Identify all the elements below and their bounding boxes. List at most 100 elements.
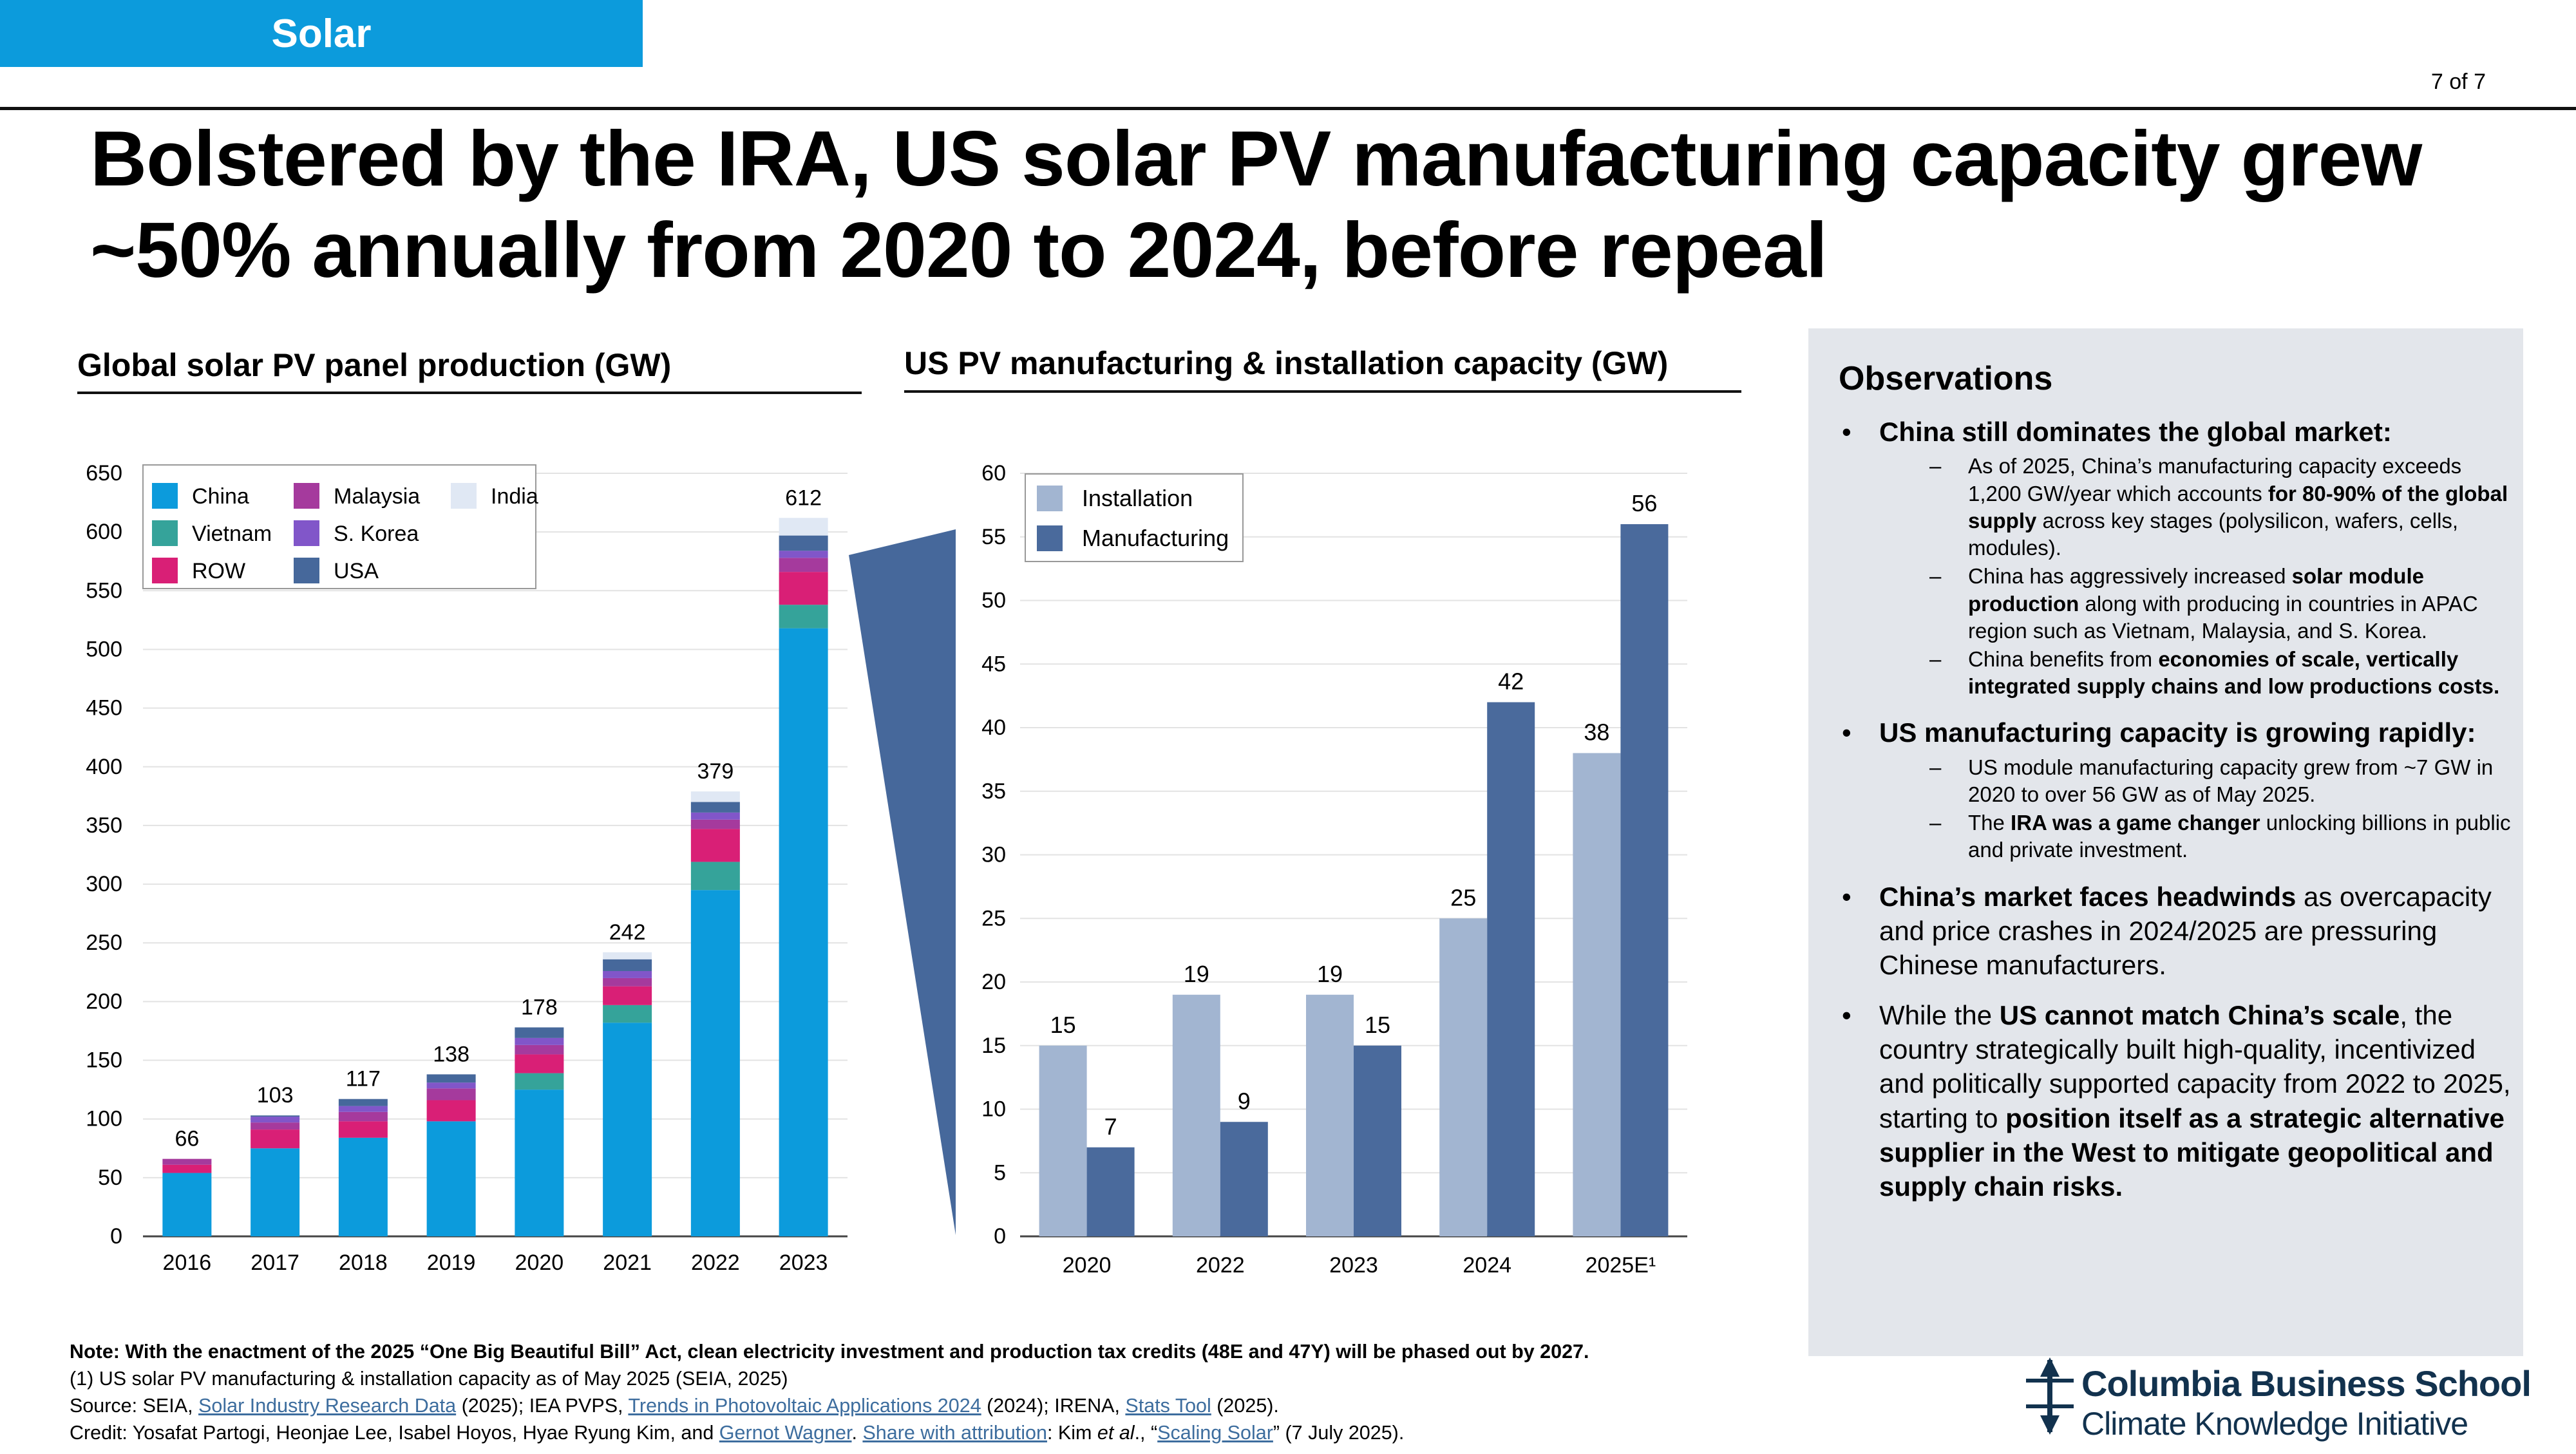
total-label: 103 [257,1083,294,1108]
y-tick-label: 150 [86,1048,122,1073]
logo-initiative-name: Climate Knowledge Initiative [2081,1406,2468,1442]
credit-line: Credit: Yosafat Partogi, Heonjae Lee, Is… [70,1422,1405,1444]
bar-segment-china [779,628,828,1236]
y-tick-label: 500 [86,637,122,661]
x-tick-label: 2025E¹ [1586,1253,1656,1278]
bar-manufacturing [1354,1045,1401,1236]
global-production-chart: 66 103 117 138 178 242 379 612 0 50 100 150 200 250 3… [86,461,848,1275]
bar-segment-usa [515,1027,564,1038]
y-tick-label: 10 [981,1097,1006,1122]
bar-segment-malaysia [426,1088,476,1100]
bar-manufacturing [1487,702,1535,1236]
top-divider [0,107,2576,110]
chart1-title-rule [77,392,862,394]
x-tick-label: 2019 [427,1251,476,1275]
bar-segment-malaysia [162,1158,212,1165]
bar-installation [1172,994,1220,1236]
value-label: 15 [1365,1012,1390,1038]
iea-link[interactable]: Trends in Photovoltaic Applications 2024 [628,1395,981,1417]
value-label: 19 [1184,961,1209,987]
bar-segment-china [251,1148,300,1236]
page-title: Bolstered by the IRA, US solar PV manufa… [90,113,2473,296]
y-tick-label: 600 [86,520,122,544]
columbia-logo: Columbia Business School Climate Knowled… [2017,1356,2532,1446]
observations-title: Observations [1839,360,2053,397]
bar-manufacturing [1086,1147,1135,1236]
legend-label: Manufacturing [1082,525,1229,551]
y-tick-label: 50 [98,1166,122,1190]
policy-note: Note: With the enactment of the 2025 “On… [70,1341,1589,1363]
legend-swatch [294,483,319,509]
bar-segment-row [162,1164,212,1173]
y-tick-label: 60 [981,461,1006,486]
legend-swatch [152,483,178,509]
bar-segment-india [690,791,740,802]
x-tick-label: 2023 [779,1251,828,1275]
page-title-line1: Bolstered by the IRA, US solar PV manufa… [90,115,2422,202]
sub-point: China benefits from economies of scale, … [1879,646,2512,700]
bar-segment-usa [426,1074,476,1083]
y-tick-label: 400 [86,755,122,779]
attribution-link[interactable]: Share with attribution [862,1422,1047,1444]
observation-us-strategy: While the US cannot match China’s scale,… [1829,998,2512,1204]
bar-segment-vietnam [603,1005,652,1023]
legend-label: India [491,484,538,509]
y-tick-label: 30 [981,843,1006,867]
legend-label: USA [334,559,379,583]
bar-segment-vietnam [690,862,740,891]
seia-link[interactable]: Solar Industry Research Data [198,1395,457,1417]
section-tab: Solar [0,0,643,67]
value-label: 19 [1317,961,1343,987]
bar-segment-row [251,1129,300,1149]
irena-link[interactable]: Stats Tool [1125,1395,1211,1417]
x-tick-label: 2017 [251,1251,299,1275]
bar-segment-skorea [426,1082,476,1089]
bar-segment-skorea [779,551,828,558]
bar-segment-india [603,952,652,959]
bar-segment-usa [779,535,828,551]
total-label: 117 [346,1067,381,1091]
y-tick-label: 25 [981,906,1006,930]
logo-school-name: Columbia Business School [2081,1363,2532,1404]
footnote-1: (1) US solar PV manufacturing & installa… [70,1368,788,1390]
chart1-title: Global solar PV panel production (GW) [77,347,672,383]
us-capacity-chart: 15 7 19 9 19 15 25 42 38 56 0 5 10 15 20 25 30 35 40 45 50 5… [981,461,1687,1278]
bar-segment-china [162,1173,212,1236]
bar-segment-vietnam [515,1073,564,1090]
value-label: 42 [1498,668,1524,695]
bar-segment-china [603,1023,652,1236]
bar-segment-skorea [515,1037,564,1045]
y-tick-label: 350 [86,813,122,838]
gernot-wagner-link[interactable]: Gernot Wagner [719,1422,852,1444]
bar-segment-vietnam [779,605,828,628]
value-label: 56 [1631,490,1657,516]
legend-swatch [451,483,477,509]
x-tick-label: 2023 [1329,1253,1378,1278]
x-tick-label: 2022 [1196,1253,1245,1278]
observations-list: China still dominates the global market:… [1829,415,2512,1220]
bar-installation [1439,918,1488,1236]
sub-point: The IRA was a game changer unlocking bil… [1879,809,2512,864]
legend-label: Vietnam [192,522,272,546]
bar-segment-malaysia [515,1044,564,1055]
bar-segment-skorea [603,970,652,978]
y-tick-label: 200 [86,989,122,1014]
value-label: 9 [1238,1088,1251,1114]
y-tick-label: 20 [981,970,1006,994]
total-label: 379 [697,759,734,784]
legend-swatch [152,558,178,583]
x-tick-label: 2021 [603,1251,652,1275]
x-tick-label: 2020 [1063,1253,1112,1278]
legend-swatch [1037,525,1063,551]
bar-segment-skorea [338,1106,388,1112]
legend-label: ROW [192,559,245,583]
bar-segment-usa [338,1099,388,1106]
y-tick-label: 250 [86,930,122,955]
y-tick-label: 50 [981,589,1006,613]
y-tick-label: 450 [86,696,122,721]
y-tick-label: 0 [110,1224,122,1249]
scaling-solar-link[interactable]: Scaling Solar [1157,1422,1273,1444]
sub-point: As of 2025, China’s manufacturing capaci… [1879,453,2512,562]
total-label: 178 [521,995,558,1019]
